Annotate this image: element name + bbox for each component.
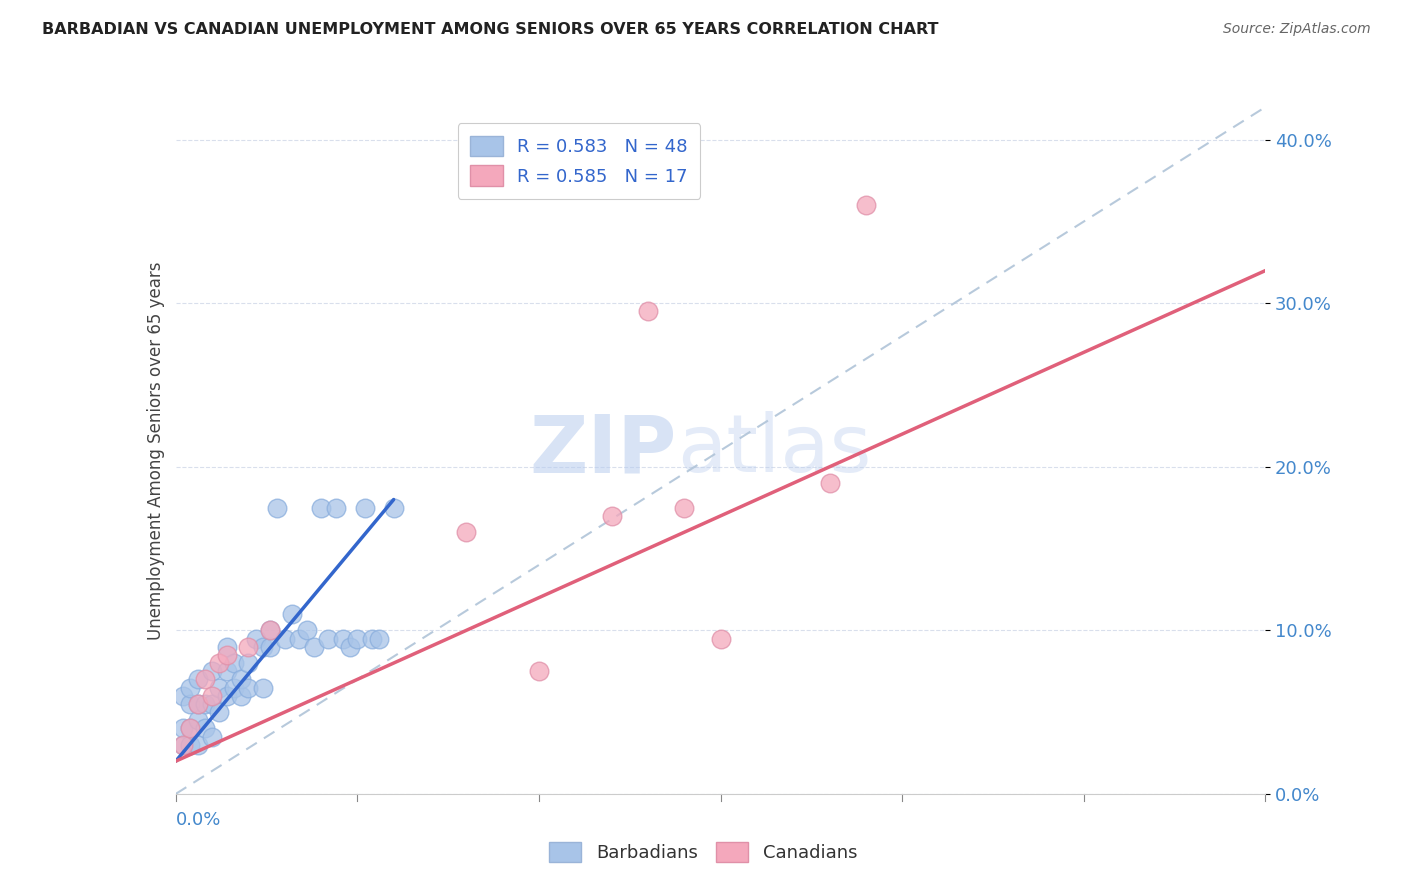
- Point: [288, 632, 311, 646]
- Point: [222, 681, 245, 695]
- Point: [201, 730, 224, 744]
- Point: [179, 722, 201, 736]
- Legend: R = 0.583   N = 48, R = 0.585   N = 17: R = 0.583 N = 48, R = 0.585 N = 17: [457, 123, 700, 199]
- Point: [252, 640, 274, 654]
- Text: 0.0%: 0.0%: [176, 811, 221, 829]
- Text: ZIP: ZIP: [530, 411, 678, 490]
- Point: [637, 304, 659, 318]
- Point: [215, 640, 238, 654]
- Point: [172, 689, 194, 703]
- Point: [201, 697, 224, 711]
- Point: [259, 624, 281, 638]
- Point: [201, 689, 224, 703]
- Point: [215, 648, 238, 662]
- Point: [208, 656, 231, 670]
- Point: [259, 640, 281, 654]
- Point: [309, 500, 332, 515]
- Point: [179, 738, 201, 752]
- Point: [231, 673, 253, 687]
- Point: [382, 500, 405, 515]
- Point: [281, 607, 304, 621]
- Point: [266, 500, 288, 515]
- Point: [456, 525, 478, 540]
- Point: [259, 624, 281, 638]
- Point: [318, 632, 340, 646]
- Point: [252, 681, 274, 695]
- Point: [215, 689, 238, 703]
- Text: atlas: atlas: [678, 411, 872, 490]
- Point: [186, 714, 209, 728]
- Point: [368, 632, 391, 646]
- Point: [208, 705, 231, 719]
- Point: [238, 681, 260, 695]
- Point: [332, 632, 354, 646]
- Point: [600, 508, 623, 523]
- Point: [346, 632, 368, 646]
- Point: [245, 632, 267, 646]
- Legend: Barbadians, Canadians: Barbadians, Canadians: [541, 834, 865, 870]
- Y-axis label: Unemployment Among Seniors over 65 years: Unemployment Among Seniors over 65 years: [146, 261, 165, 640]
- Point: [186, 697, 209, 711]
- Point: [179, 697, 201, 711]
- Point: [194, 722, 217, 736]
- Point: [172, 738, 194, 752]
- Point: [222, 656, 245, 670]
- Point: [360, 632, 382, 646]
- Point: [527, 664, 550, 679]
- Point: [186, 738, 209, 752]
- Point: [673, 500, 696, 515]
- Point: [201, 664, 224, 679]
- Point: [186, 673, 209, 687]
- Point: [208, 681, 231, 695]
- Text: BARBADIAN VS CANADIAN UNEMPLOYMENT AMONG SENIORS OVER 65 YEARS CORRELATION CHART: BARBADIAN VS CANADIAN UNEMPLOYMENT AMONG…: [42, 22, 939, 37]
- Point: [302, 640, 325, 654]
- Point: [186, 697, 209, 711]
- Point: [215, 664, 238, 679]
- Point: [172, 722, 194, 736]
- Point: [818, 476, 841, 491]
- Point: [238, 640, 260, 654]
- Point: [194, 673, 217, 687]
- Point: [339, 640, 361, 654]
- Point: [172, 738, 194, 752]
- Point: [274, 632, 297, 646]
- Point: [855, 198, 877, 212]
- Point: [238, 656, 260, 670]
- Point: [353, 500, 375, 515]
- Point: [710, 632, 733, 646]
- Point: [295, 624, 318, 638]
- Point: [179, 681, 201, 695]
- Text: Source: ZipAtlas.com: Source: ZipAtlas.com: [1223, 22, 1371, 37]
- Point: [179, 722, 201, 736]
- Point: [231, 689, 253, 703]
- Point: [325, 500, 347, 515]
- Point: [194, 697, 217, 711]
